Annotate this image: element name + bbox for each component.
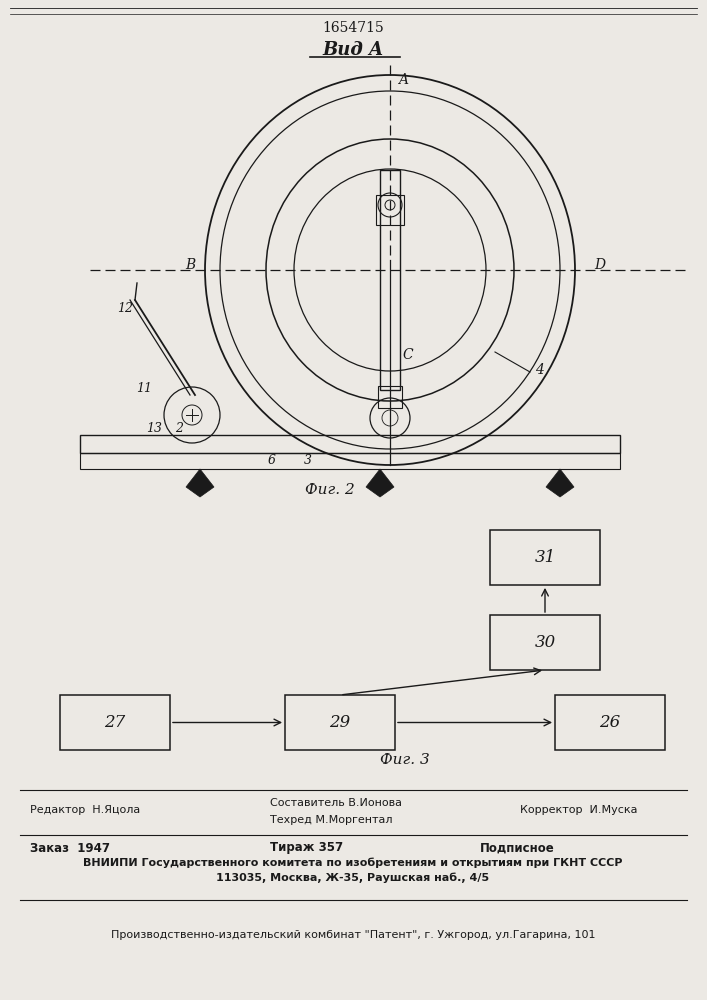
- Bar: [80, 435, 620, 453]
- Text: 26: 26: [600, 714, 621, 731]
- Polygon shape: [366, 469, 394, 497]
- Bar: [80, 453, 620, 469]
- Text: Техред М.Моргентал: Техред М.Моргентал: [270, 815, 392, 825]
- Bar: [555, 695, 665, 750]
- Text: B: B: [185, 258, 195, 272]
- Text: Редактор  Н.Яцола: Редактор Н.Яцола: [30, 805, 140, 815]
- Bar: [490, 530, 600, 585]
- Text: C: C: [402, 348, 413, 362]
- Text: Фиг. 3: Фиг. 3: [380, 753, 430, 767]
- Bar: [378, 386, 402, 408]
- Text: Подписное: Подписное: [480, 842, 555, 854]
- Text: 6: 6: [268, 454, 276, 466]
- Text: Производственно-издательский комбинат "Патент", г. Ужгород, ул.Гагарина, 101: Производственно-издательский комбинат "П…: [111, 930, 595, 940]
- Bar: [285, 695, 395, 750]
- Text: Вид A: Вид A: [322, 41, 384, 59]
- Text: 12: 12: [117, 302, 133, 314]
- Bar: [490, 615, 600, 670]
- Polygon shape: [186, 469, 214, 497]
- Text: 30: 30: [534, 634, 556, 651]
- Text: 113035, Москва, Ж-35, Раушская наб., 4/5: 113035, Москва, Ж-35, Раушская наб., 4/5: [216, 873, 489, 883]
- Text: 4: 4: [535, 363, 544, 377]
- Text: Заказ  1947: Заказ 1947: [30, 842, 110, 854]
- Text: A: A: [398, 73, 408, 87]
- Bar: [60, 695, 170, 750]
- Text: Составитель В.Ионова: Составитель В.Ионова: [270, 798, 402, 808]
- Text: 31: 31: [534, 549, 556, 566]
- Text: Тираж 357: Тираж 357: [270, 842, 343, 854]
- Text: 27: 27: [105, 714, 126, 731]
- Text: 11: 11: [136, 381, 152, 394]
- Text: Фиг. 2: Фиг. 2: [305, 483, 355, 497]
- Text: 29: 29: [329, 714, 351, 731]
- Text: 3: 3: [304, 454, 312, 466]
- Bar: [376, 195, 404, 225]
- Text: ВНИИПИ Государственного комитета по изобретениям и открытиям при ГКНТ СССР: ВНИИПИ Государственного комитета по изоб…: [83, 858, 623, 868]
- Polygon shape: [546, 469, 574, 497]
- Bar: [380, 170, 400, 390]
- Text: 1654715: 1654715: [322, 21, 384, 35]
- Text: 2: 2: [175, 422, 183, 434]
- Text: D: D: [595, 258, 606, 272]
- Text: 13: 13: [146, 422, 162, 434]
- Text: Корректор  И.Муска: Корректор И.Муска: [520, 805, 638, 815]
